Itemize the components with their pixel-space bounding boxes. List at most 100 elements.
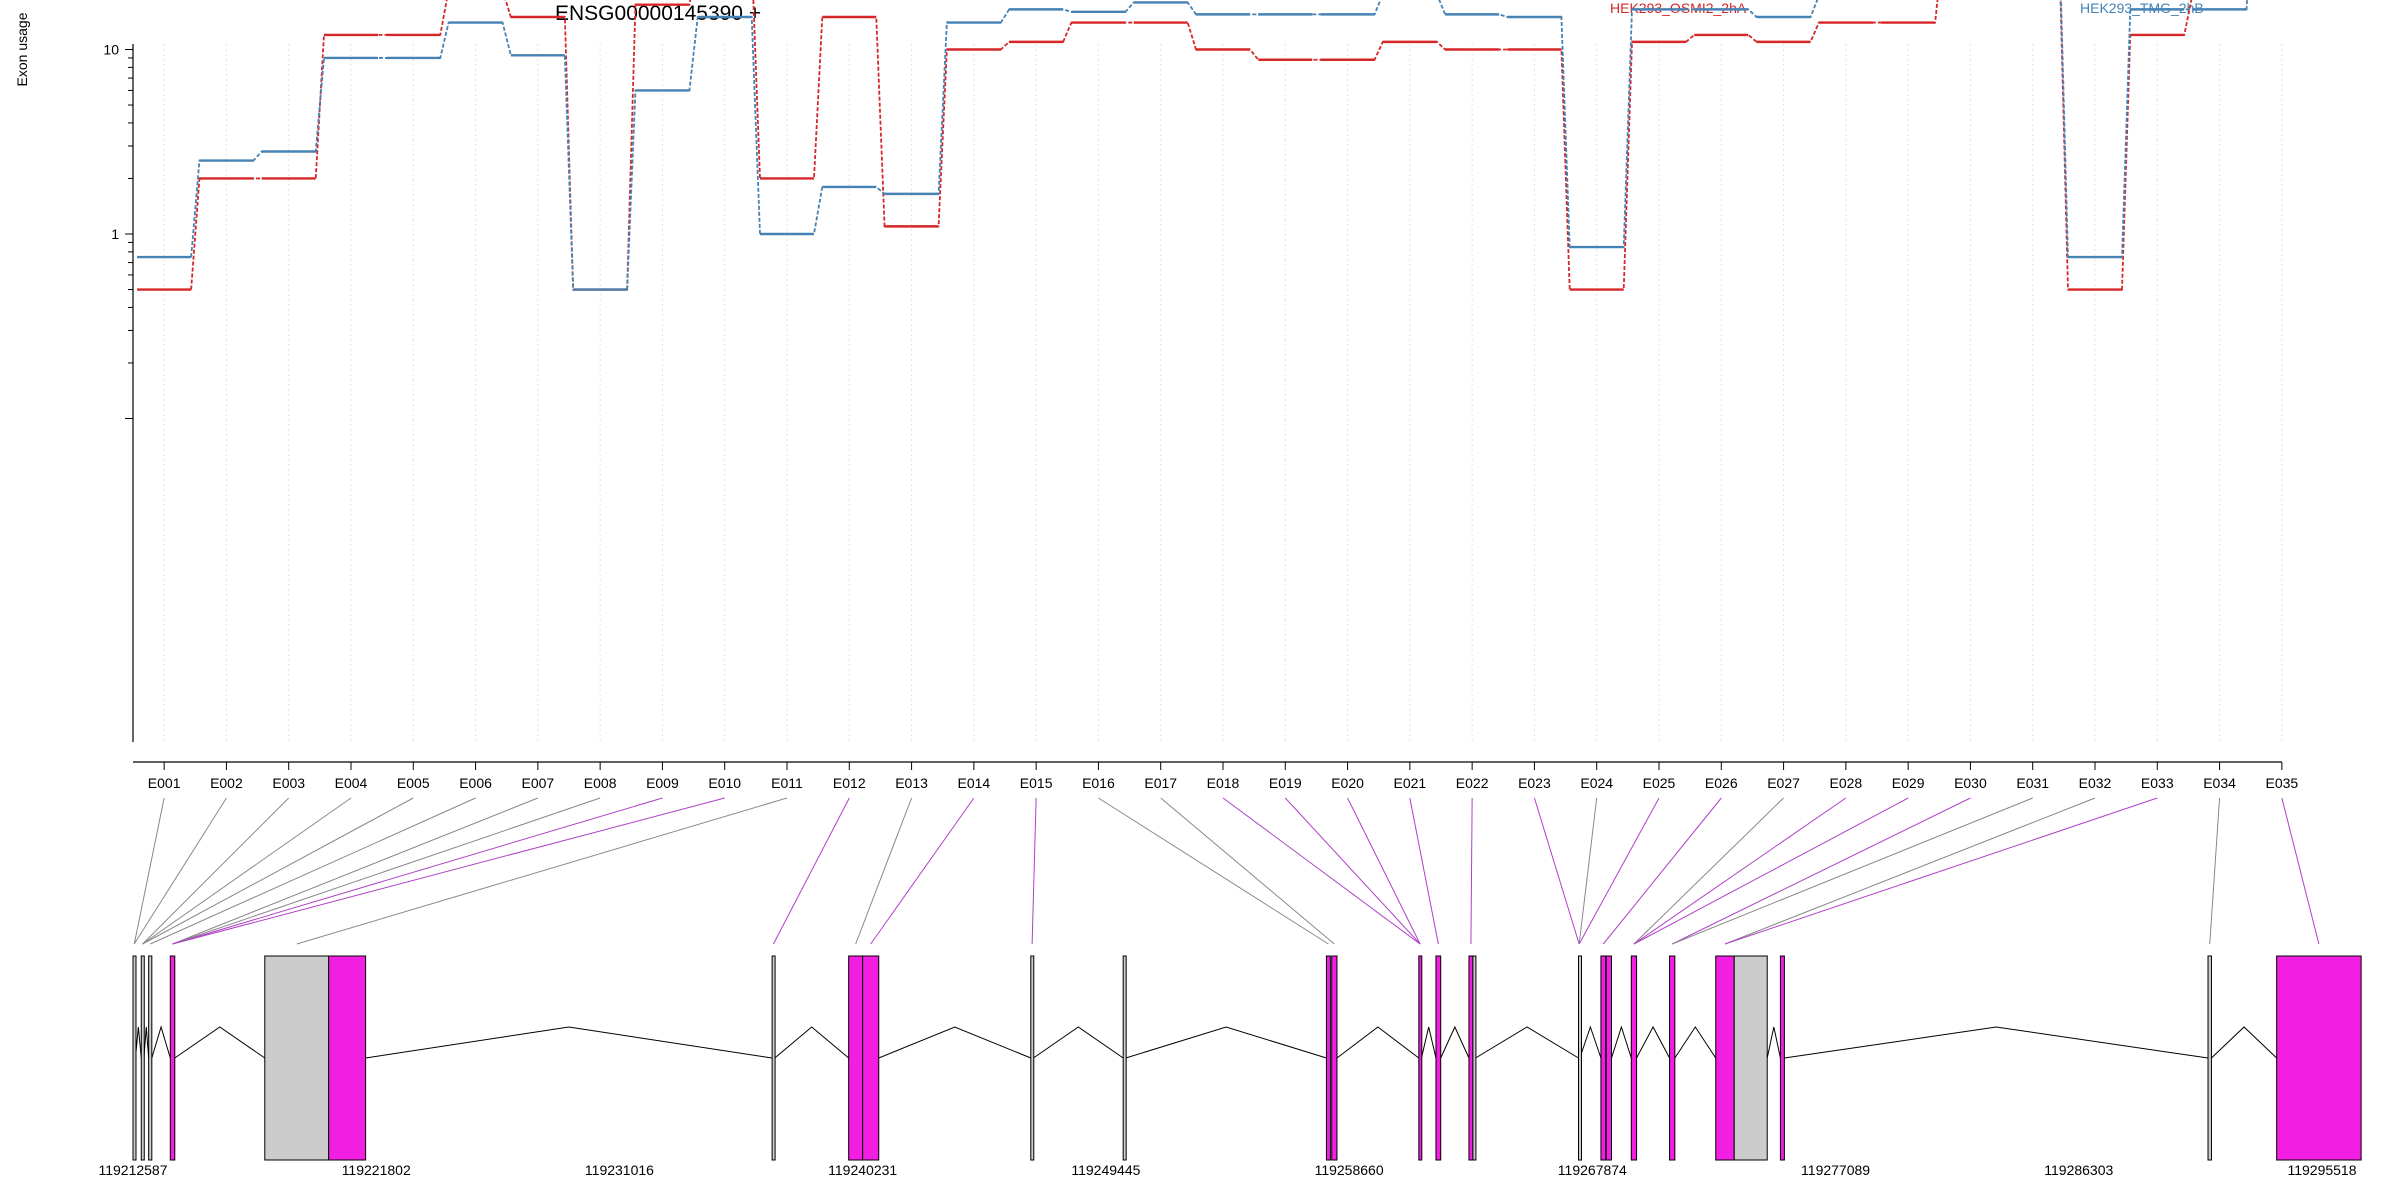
- y-axis-label: Exon usage: [14, 12, 30, 86]
- intron: [1440, 1025, 1470, 1059]
- exon-box: [264, 955, 330, 1161]
- exon-link: [172, 797, 663, 945]
- exon-box: [1600, 955, 1607, 1161]
- x-tick-label: E005: [397, 775, 430, 791]
- x-tick-label: E027: [1767, 775, 1800, 791]
- intron: [1125, 1026, 1327, 1059]
- exon-link: [142, 797, 352, 945]
- exon-link: [1724, 797, 2158, 945]
- intron: [1475, 1026, 1579, 1059]
- exon-box: [862, 955, 880, 1161]
- x-tick-label: E015: [1020, 775, 1053, 791]
- x-tick-label: E010: [708, 775, 741, 791]
- legend-item-tmg: HEK293_TMG_2hB: [2080, 0, 2204, 16]
- exon-box: [1733, 955, 1768, 1161]
- genomic-coordinate-label: 119231016: [585, 1162, 654, 1178]
- x-tick-label: E004: [335, 775, 368, 791]
- exon-link: [296, 797, 788, 945]
- x-tick-label: E001: [148, 775, 181, 791]
- exon-link: [1031, 797, 1037, 945]
- exon-link: [142, 797, 414, 945]
- exon-link: [172, 797, 539, 945]
- exon-box: [328, 955, 367, 1161]
- exon-link: [1578, 797, 1598, 945]
- intron: [174, 1026, 266, 1059]
- exon-box: [1472, 955, 1477, 1161]
- intron: [1420, 1026, 1437, 1059]
- x-tick-label: E017: [1144, 775, 1177, 791]
- exon-link-layer: [133, 797, 2320, 945]
- genomic-coordinate-label: 119267874: [1558, 1162, 1627, 1178]
- exon-box: [2207, 955, 2212, 1161]
- exon-link: [772, 797, 850, 945]
- genomic-coordinate-label: 119212587: [98, 1162, 167, 1178]
- legend-item-osmi2: HEK293_OSMI2_2hA: [1610, 0, 1747, 16]
- x-tick-label: E030: [1954, 775, 1987, 791]
- x-tick-label: E006: [459, 775, 492, 791]
- intron: [1033, 1026, 1124, 1059]
- intron: [1636, 1025, 1670, 1059]
- genomic-coordinate-label: 119277089: [1801, 1162, 1870, 1178]
- x-tick-label: E023: [1518, 775, 1551, 791]
- exon-link: [1633, 797, 1909, 945]
- exon-box: [848, 955, 864, 1161]
- exon-link: [142, 797, 290, 945]
- exon-link: [1098, 797, 1329, 945]
- intron: [1784, 1026, 2209, 1059]
- x-tick-label: E032: [2079, 775, 2112, 791]
- exon-box: [1669, 955, 1676, 1161]
- exon-link: [1602, 797, 1722, 945]
- exon-link: [172, 797, 601, 945]
- exon-link: [133, 797, 165, 945]
- series-layer: [137, 0, 2248, 291]
- x-tick-label: E033: [2141, 775, 2174, 791]
- genomic-coordinate-label: 119221802: [342, 1162, 411, 1178]
- genomic-coordinate-label: 119286303: [2044, 1162, 2113, 1178]
- exon-link: [855, 797, 913, 945]
- x-tick-label: E031: [2016, 775, 2049, 791]
- intron: [1579, 1025, 1602, 1059]
- intron: [1674, 1026, 1717, 1059]
- genomic-coordinate-label: 119258660: [1315, 1162, 1384, 1178]
- x-tick-label: E002: [210, 775, 243, 791]
- exon-box: [169, 955, 176, 1161]
- x-tick-label: E014: [958, 775, 991, 791]
- exon-box: [1468, 955, 1474, 1161]
- exon-link: [1409, 797, 1439, 945]
- x-tick-label: E029: [1892, 775, 1925, 791]
- y-tick-label: 1: [111, 226, 119, 242]
- x-tick-label: E012: [833, 775, 866, 791]
- x-tick-label: E020: [1331, 775, 1364, 791]
- exon-box: [132, 955, 137, 1161]
- x-tick-label: E034: [2203, 775, 2236, 791]
- exon-link: [870, 797, 975, 945]
- exon-box: [1435, 955, 1442, 1161]
- x-tick-label: E035: [2266, 775, 2299, 791]
- series-2: [137, 0, 2248, 291]
- intron: [1336, 1026, 1420, 1059]
- x-tick-label: E018: [1207, 775, 1240, 791]
- grid-layer: [163, 44, 2283, 742]
- intron: [365, 1026, 773, 1059]
- y-tick-label: 10: [103, 42, 119, 58]
- intron: [151, 1025, 171, 1059]
- exon-box: [1779, 955, 1785, 1161]
- exon-box: [1577, 955, 1582, 1161]
- exon-box: [771, 955, 776, 1161]
- exon-link: [150, 797, 476, 945]
- exon-link: [1672, 797, 2033, 945]
- x-tick-label: E013: [895, 775, 928, 791]
- axes-layer: 110100Exon usageE001E002E003E004E005E006…: [14, 12, 2299, 791]
- exon-box: [2276, 955, 2362, 1161]
- exon-box: [1325, 955, 1331, 1161]
- exon-box: [1630, 955, 1638, 1161]
- x-tick-label: E022: [1456, 775, 1489, 791]
- intron: [1766, 1026, 1781, 1059]
- exon-box: [1122, 955, 1127, 1161]
- exon-link: [1633, 797, 1784, 945]
- x-tick-label: E007: [522, 775, 555, 791]
- exon-link: [1724, 797, 2096, 945]
- chart-title: ENSG00000145390 +: [555, 2, 762, 25]
- exon-link: [1470, 797, 1473, 945]
- exon-link: [1284, 797, 1421, 945]
